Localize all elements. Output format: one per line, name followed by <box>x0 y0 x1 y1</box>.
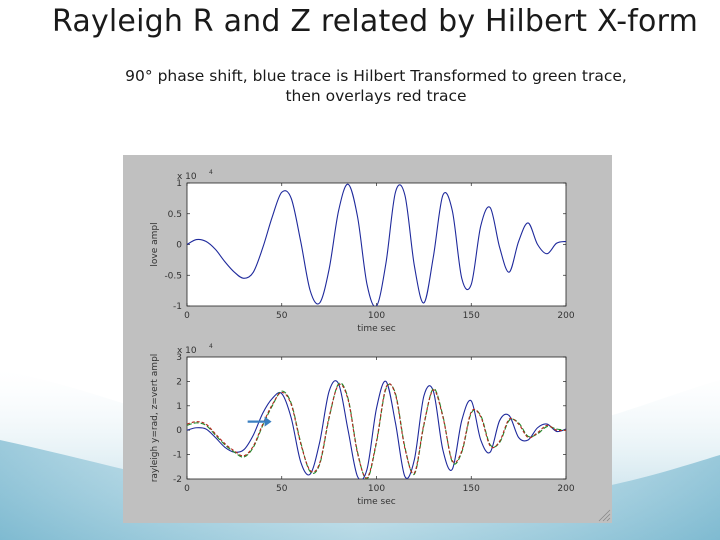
panel-1-ylabel: love ampl <box>150 222 160 266</box>
panel-1-exponent-label: x 10 <box>177 172 197 182</box>
panel-2-ytick-label: -2 <box>173 475 182 485</box>
resize-grip-line <box>598 509 611 522</box>
resize-grip-line <box>602 513 611 522</box>
panel-1-plot-area <box>186 182 567 307</box>
panel-1-xtick-label: 200 <box>557 311 574 321</box>
slide-title: Rayleigh R and Z related by Hilbert X-fo… <box>51 4 699 39</box>
panel-2-plot-area <box>186 356 567 480</box>
panel-1-ytick-label: 0 <box>176 241 182 251</box>
panel-1-ytick-label: -1 <box>173 302 182 312</box>
panel-1-xtick-label: 150 <box>463 311 480 321</box>
panel-2-xtick-label: 0 <box>184 484 190 494</box>
panel-2-series-green <box>187 382 566 479</box>
panel-1-exponent-power: 4 <box>209 169 213 176</box>
subtitle-line-1: 90° phase shift, blue trace is Hilbert T… <box>125 67 627 85</box>
panel-2-xtick-label: 50 <box>276 484 288 494</box>
panel-2-ytick-label: 2 <box>176 377 182 387</box>
panel-2-series-blue <box>187 380 566 479</box>
panel-2-exponent-label: x 10 <box>177 346 197 356</box>
panel-1-xtick-label: 50 <box>276 311 288 321</box>
panel-1-xtick-label: 100 <box>368 311 385 321</box>
panel-1-xtick-label: 0 <box>184 311 190 321</box>
panel-2-series-red <box>187 383 566 479</box>
matlab-figure: 0 50 100 150 200 1 0.5 0 -0.5 -1 x 10 4 time sec love… <box>123 155 612 523</box>
panel-2-ytick-label: 3 <box>176 353 182 363</box>
panel-1-ytick-label: 0.5 <box>168 210 182 220</box>
panel-2-ytick-label: 0 <box>176 426 182 436</box>
resize-grip-line <box>606 517 611 522</box>
panel-2-ytick-label: 1 <box>176 402 182 412</box>
panel-2-xtick-label: 200 <box>557 484 574 494</box>
subtitle-line-2: then overlays red trace <box>285 87 467 105</box>
panel-1-xlabel: time sec <box>357 324 395 334</box>
panel-2-ylabel: rayleigh y=rad, z=vert ampl <box>150 354 160 483</box>
panel-2-xtick-label: 100 <box>368 484 385 494</box>
panel-2-xlabel: time sec <box>357 497 395 507</box>
panel-2-ytick-label: -1 <box>173 451 182 461</box>
panel-1-ytick-label: -0.5 <box>164 271 182 281</box>
panel-2-arrow-head <box>264 416 272 427</box>
panel-2-xtick-label: 150 <box>463 484 480 494</box>
panel-1-series-blue <box>187 183 566 306</box>
panel-2-exponent-power: 4 <box>209 343 213 350</box>
panel-1-ytick-label: 1 <box>176 179 182 189</box>
slide-subtitle: 90° phase shift, blue trace is Hilbert T… <box>56 66 696 106</box>
